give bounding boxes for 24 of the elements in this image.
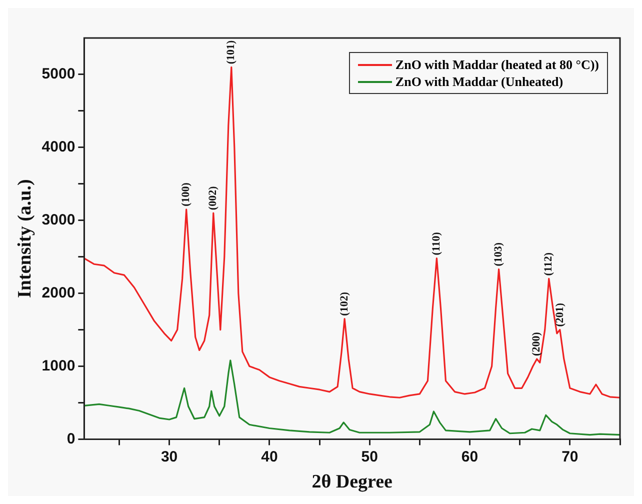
annotation: (101) bbox=[225, 40, 238, 64]
annotation: (002) bbox=[207, 186, 220, 210]
x-tick-label: 60 bbox=[461, 448, 478, 466]
y-tick-label: 0 bbox=[66, 430, 76, 448]
x-tick-label: 30 bbox=[160, 448, 178, 466]
legend-label: ZnO with Maddar (Unheated) bbox=[395, 73, 564, 90]
annotation: (102) bbox=[338, 292, 350, 316]
annotation: (200) bbox=[530, 332, 543, 356]
y-tick-label: 3000 bbox=[42, 212, 76, 229]
legend-label: ZnO with Maddar (heated at 80 °C)) bbox=[395, 56, 599, 73]
y-axis-title: Intensity (a.u.) bbox=[14, 179, 36, 298]
annotation: (112) bbox=[542, 252, 555, 276]
x-tick-label: 50 bbox=[361, 448, 378, 466]
x-tick-label: 40 bbox=[261, 448, 278, 466]
y-tick-label: 2000 bbox=[42, 284, 76, 302]
x-axis-title: 2θ Degree bbox=[312, 472, 392, 493]
annotation: (201) bbox=[554, 302, 566, 327]
y-tick-label: 1000 bbox=[42, 357, 76, 374]
annotation: (103) bbox=[492, 242, 505, 266]
annotation: (100) bbox=[180, 182, 192, 206]
x-tick-label: 70 bbox=[562, 448, 578, 466]
y-tick-label: 5000 bbox=[42, 66, 76, 83]
annotation: (110) bbox=[430, 232, 443, 256]
y-tick-label: 4000 bbox=[42, 138, 76, 156]
